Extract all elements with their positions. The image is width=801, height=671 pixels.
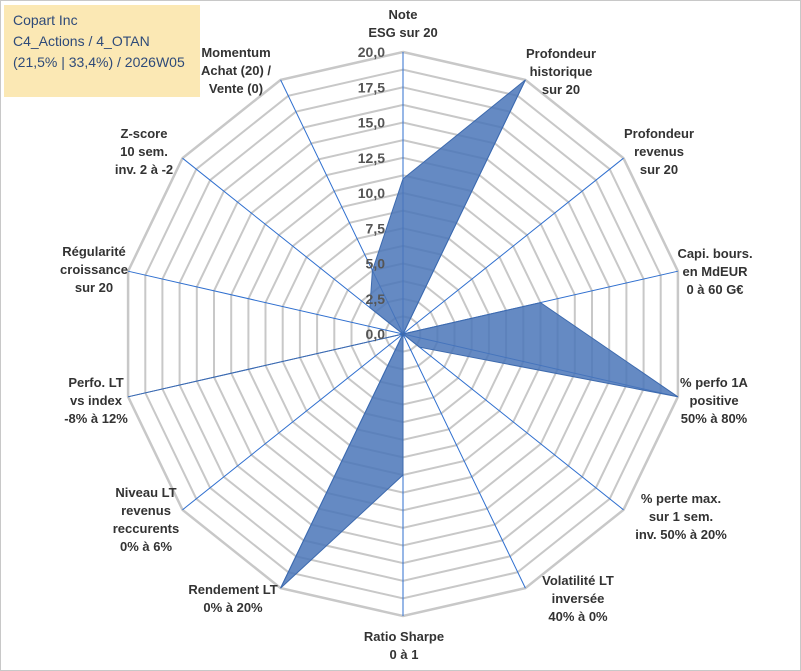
tick-label: 17,5	[358, 79, 385, 95]
radar-axis-labels: Note ESG sur 20 Profondeur historique sur 20…	[60, 7, 753, 662]
radar-tick-labels: 0,0 2,5 5,0 7,5 10,0 12,5 15,0 17,5 20,0	[358, 44, 385, 342]
tick-label: 20,0	[358, 44, 385, 60]
axis-label: % perte max. sur 1 sem. inv. 50% à 20%	[635, 491, 727, 542]
axis-label: Rendement LT 0% à 20%	[188, 582, 277, 615]
axis-label: Profondeur historique sur 20	[526, 46, 596, 97]
stats-period: (21,5% | 33,4%) / 2026W05	[13, 54, 185, 70]
axis-label: Niveau LT revenus reccurents 0% à 6%	[113, 485, 179, 554]
axis-spoke	[402, 157, 624, 335]
axis-spoke	[182, 157, 404, 335]
chart-title-box: Copart Inc C4_Actions / 4_OTAN (21,5% | …	[4, 5, 200, 97]
axis-spoke	[182, 333, 404, 511]
series-area	[127, 79, 679, 589]
tick-label: 15,0	[358, 115, 385, 131]
axis-label: Perfo. LT vs index -8% à 12%	[64, 375, 128, 426]
axis-spoke	[127, 270, 404, 335]
axis-label: % perfo 1A positive 50% à 80%	[680, 375, 749, 426]
portfolio-category: C4_Actions / 4_OTAN	[13, 33, 150, 49]
tick-label: 2,5	[366, 291, 386, 307]
axis-label: Volatilité LT inversée 40% à 0%	[542, 573, 614, 624]
axis-label: Momentum Achat (20) / Vente (0)	[201, 45, 271, 96]
tick-label: 0,0	[366, 326, 386, 342]
tick-label: 12,5	[358, 150, 385, 166]
company-name: Copart Inc	[13, 12, 78, 28]
axis-label: Profondeur revenus sur 20	[624, 126, 694, 177]
axis-label: Z-score 10 sem. inv. 2 à -2	[115, 126, 173, 177]
axis-spoke	[402, 333, 624, 511]
axis-spoke	[402, 333, 526, 589]
tick-label: 5,0	[366, 256, 386, 272]
axis-label: Ratio Sharpe 0 à 1	[364, 629, 444, 662]
tick-label: 10,0	[358, 185, 385, 201]
axis-label: Note ESG sur 20	[368, 7, 437, 40]
axis-label: Régularité croissance sur 20	[60, 244, 128, 295]
tick-label: 7,5	[366, 220, 386, 236]
radar-series	[127, 79, 679, 589]
axis-label: Capi. bours. en MdEUR 0 à 60 G€	[677, 246, 752, 297]
